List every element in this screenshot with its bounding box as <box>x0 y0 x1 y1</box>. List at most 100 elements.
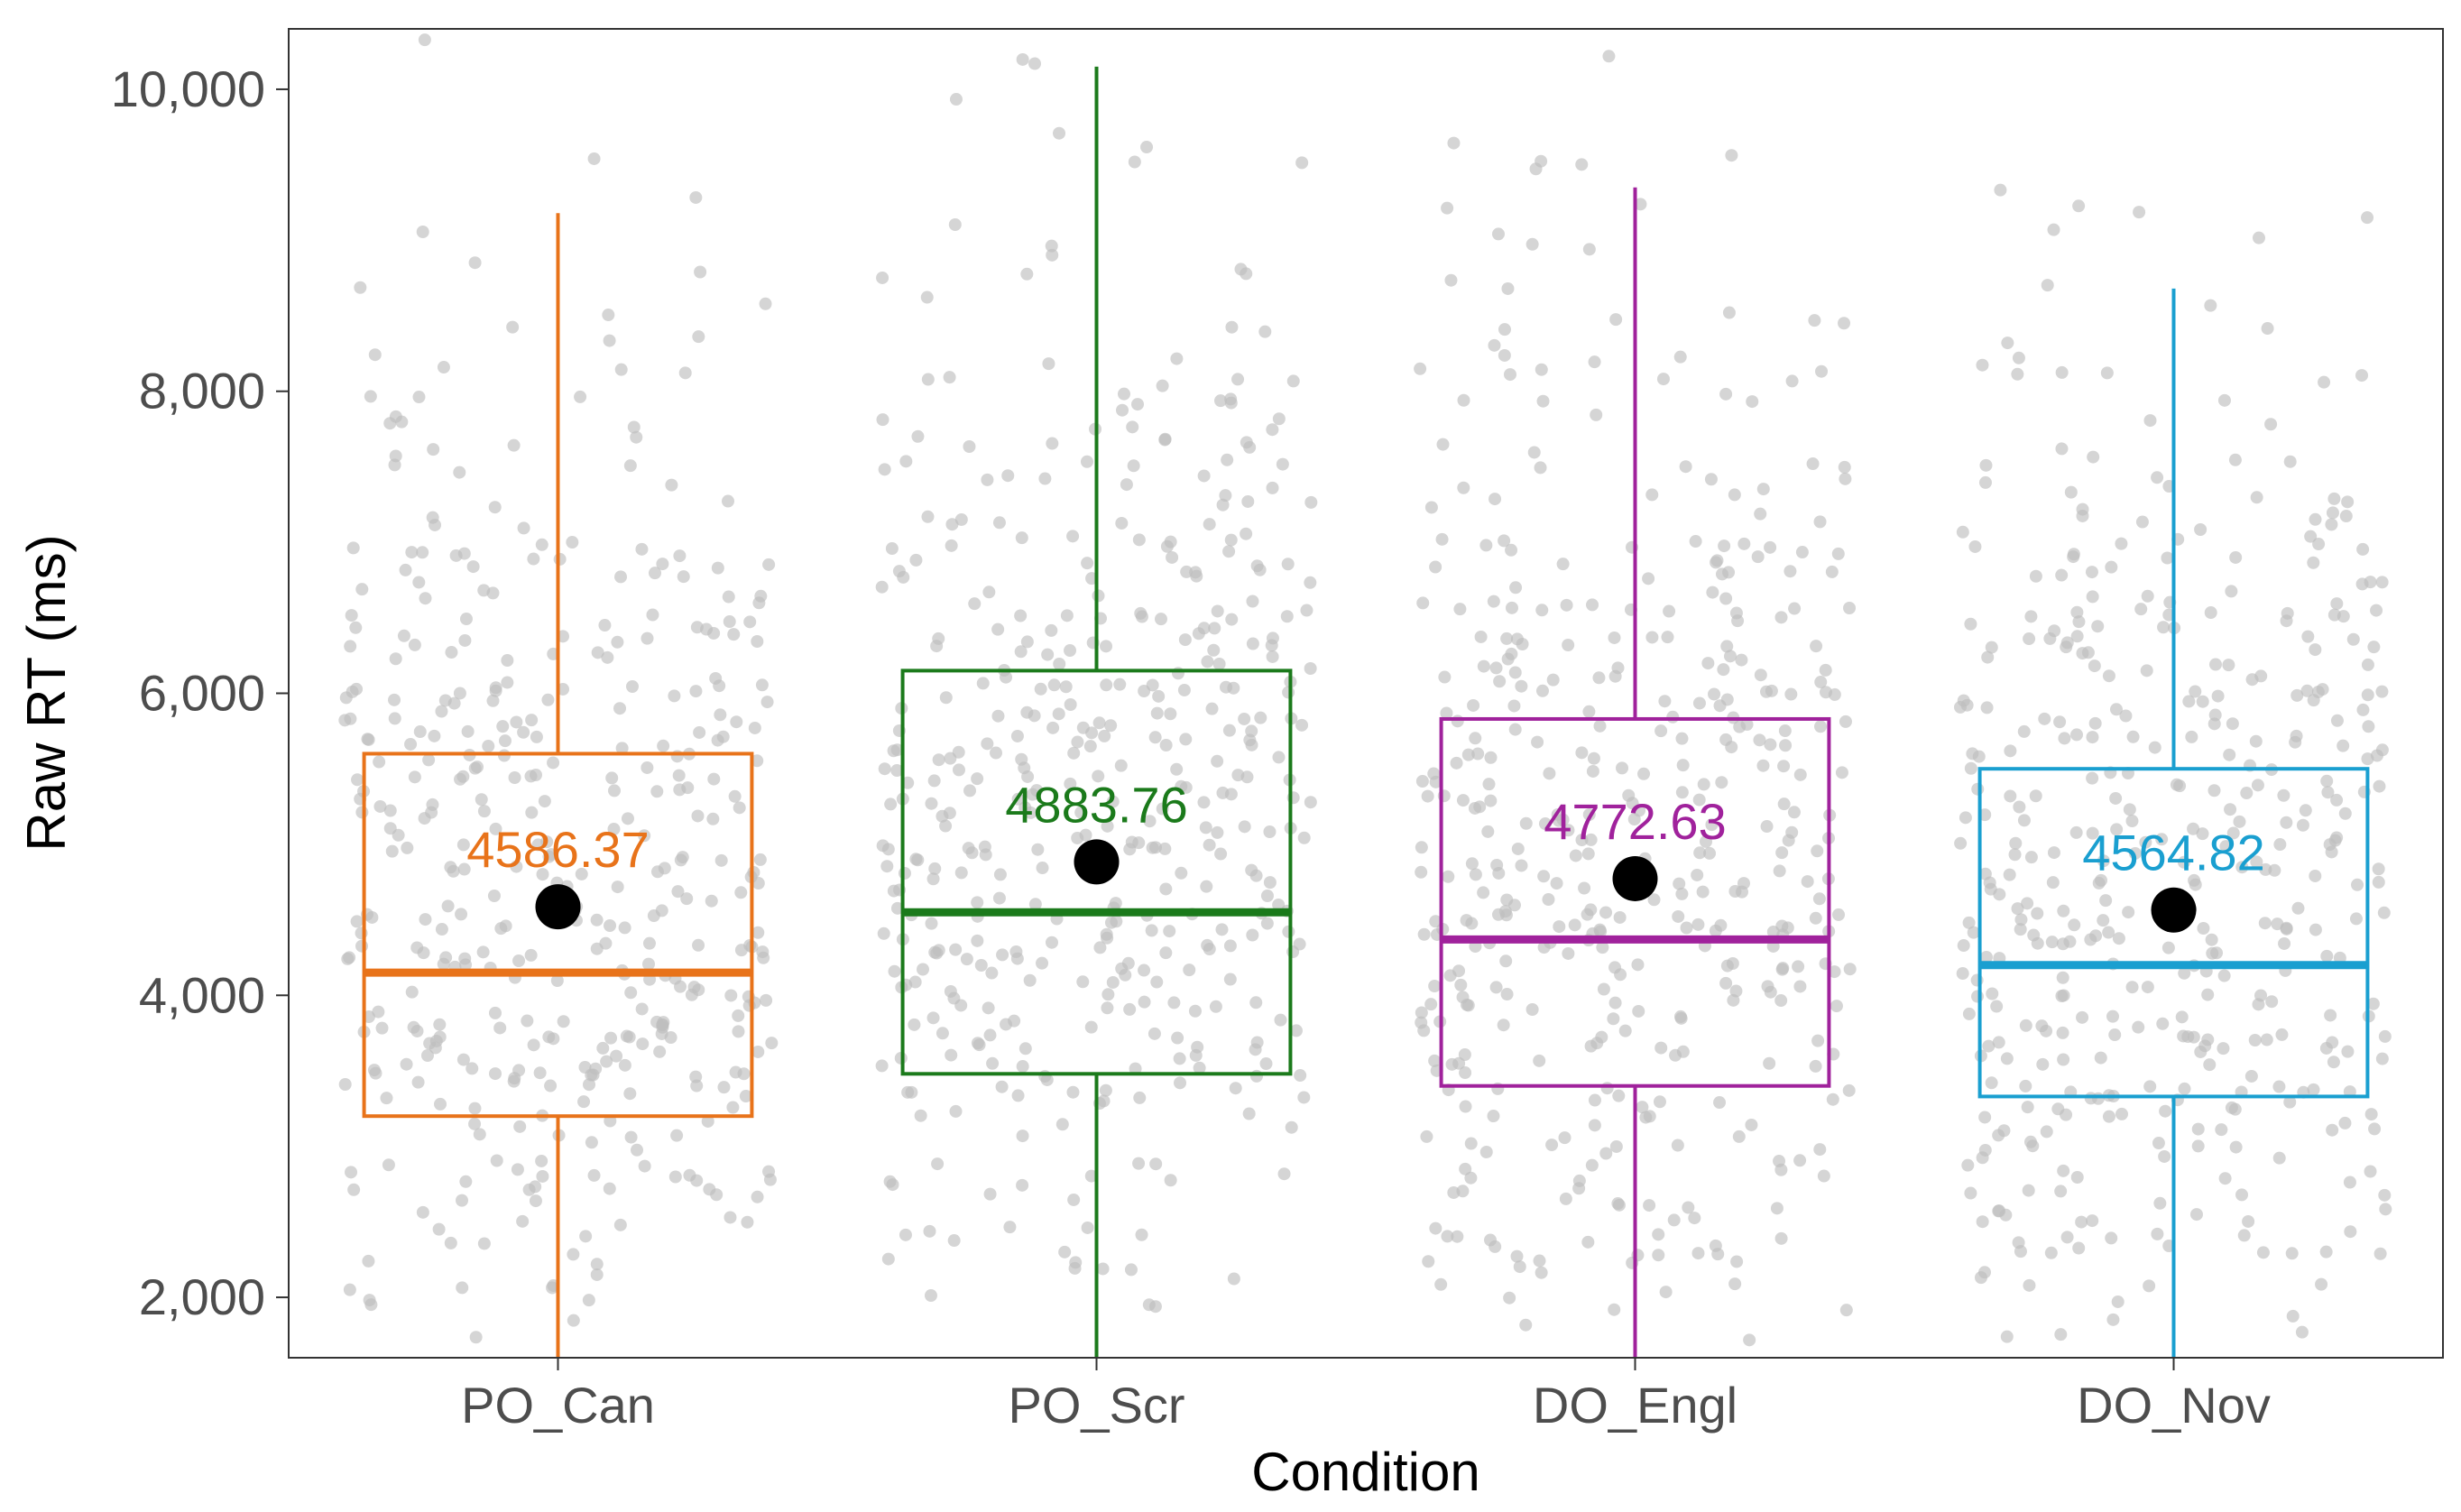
jitter-point <box>1188 1004 1202 1018</box>
jitter-point <box>1954 836 1968 850</box>
jitter-point <box>2088 659 2101 673</box>
jitter-point <box>690 1174 704 1187</box>
jitter-point <box>2264 418 2278 431</box>
jitter-point <box>2064 485 2078 499</box>
jitter-point <box>1787 806 1801 819</box>
jitter-point <box>501 654 514 668</box>
jitter-point <box>1428 1054 1442 1067</box>
jitter-point <box>1034 682 1047 696</box>
jitter-point <box>2217 969 2231 982</box>
jitter-point <box>416 546 429 559</box>
jitter-point <box>927 774 941 788</box>
jitter-point <box>1019 1042 1032 1056</box>
jitter-point <box>948 217 962 231</box>
jitter-point <box>2219 840 2233 853</box>
mean-label: 4586.37 <box>466 821 649 878</box>
jitter-point <box>2339 510 2353 523</box>
jitter-point <box>962 842 975 855</box>
jitter-point <box>1101 931 1114 945</box>
jitter-point <box>625 679 639 693</box>
jitter-point <box>1101 819 1114 833</box>
jitter-point <box>498 734 512 748</box>
jitter-point <box>1728 488 1741 502</box>
jitter-point <box>1216 498 1230 512</box>
jitter-point <box>2249 734 2263 748</box>
jitter-point <box>1675 732 1689 745</box>
jitter-point <box>947 1234 961 1248</box>
jitter-point <box>1608 996 1622 1010</box>
jitter-point <box>2128 846 2142 860</box>
mean-label: 4772.63 <box>1544 793 1726 850</box>
jitter-point <box>1046 248 1059 262</box>
plot-panel-border <box>288 28 2444 1359</box>
jitter-point <box>1966 747 1979 761</box>
jitter-point <box>711 561 724 575</box>
jitter-point <box>1285 1120 1298 1134</box>
jitter-point <box>2185 730 2198 743</box>
jitter-point <box>1197 796 1211 809</box>
jitter-point <box>1588 1093 1601 1107</box>
jitter-point <box>1784 687 1798 701</box>
jitter-point <box>1258 325 1272 338</box>
jitter-point <box>1501 281 1515 295</box>
jitter-point <box>1808 314 1821 327</box>
jitter-point <box>618 921 631 935</box>
jitter-point <box>1986 987 1999 1000</box>
jitter-point <box>2291 901 2305 915</box>
jitter-point <box>538 795 551 808</box>
jitter-point <box>1101 1001 1114 1015</box>
jitter-point <box>1428 979 1442 992</box>
jitter-point <box>1240 770 1254 784</box>
jitter-point <box>468 1117 482 1130</box>
jitter-point <box>1608 631 1621 644</box>
jitter-point <box>347 1183 361 1196</box>
jitter-point <box>1612 1198 1626 1212</box>
jitter-point <box>1992 1036 2005 1049</box>
jitter-point <box>1128 155 1141 169</box>
jitter-point <box>2086 731 2099 744</box>
jitter-point <box>2024 851 2038 864</box>
jitter-point <box>623 1087 637 1101</box>
jitter-point <box>2067 548 2080 561</box>
jitter-point <box>1242 1107 1256 1120</box>
jitter-point <box>1608 961 1622 974</box>
jitter-point <box>1510 632 1524 646</box>
jitter-point <box>1415 1006 1428 1019</box>
jitter-point <box>1511 842 1525 855</box>
jitter-point <box>899 455 913 468</box>
jitter-point <box>614 363 628 376</box>
jitter-point <box>2170 778 2183 791</box>
jitter-point <box>1992 1204 2005 1218</box>
jitter-point <box>1115 516 1129 530</box>
jitter-point <box>1584 1039 1598 1053</box>
jitter-point <box>908 975 922 989</box>
jitter-point <box>2283 1095 2297 1109</box>
jitter-point <box>653 1045 667 1058</box>
jitter-point <box>1838 317 1851 330</box>
jitter-point <box>1036 956 1049 970</box>
jitter-point <box>1746 395 1759 409</box>
jitter-point <box>2097 854 2110 868</box>
jitter-point <box>1507 699 1521 713</box>
jitter-point <box>2240 787 2254 800</box>
jitter-point <box>1597 982 1610 996</box>
jitter-point <box>2309 923 2322 936</box>
jitter-point <box>1424 501 1438 514</box>
jitter-point <box>1773 864 1786 878</box>
jitter-point <box>724 1211 737 1224</box>
jitter-point <box>459 1175 473 1188</box>
jitter-point <box>1452 964 1466 978</box>
jitter-point <box>700 622 714 636</box>
jitter-point <box>1562 824 1575 837</box>
jitter-point <box>1482 778 1496 791</box>
jitter-point <box>1510 1249 1524 1263</box>
jitter-point <box>456 838 470 852</box>
jitter-point <box>507 438 521 452</box>
jitter-point <box>1084 1169 1098 1183</box>
jitter-point <box>1592 671 1606 685</box>
jitter-point <box>2197 921 2210 935</box>
jitter-point <box>2043 632 2057 645</box>
jitter-point <box>2123 803 2136 816</box>
jitter-point <box>2086 1214 2099 1228</box>
jitter-point <box>1183 963 1196 977</box>
